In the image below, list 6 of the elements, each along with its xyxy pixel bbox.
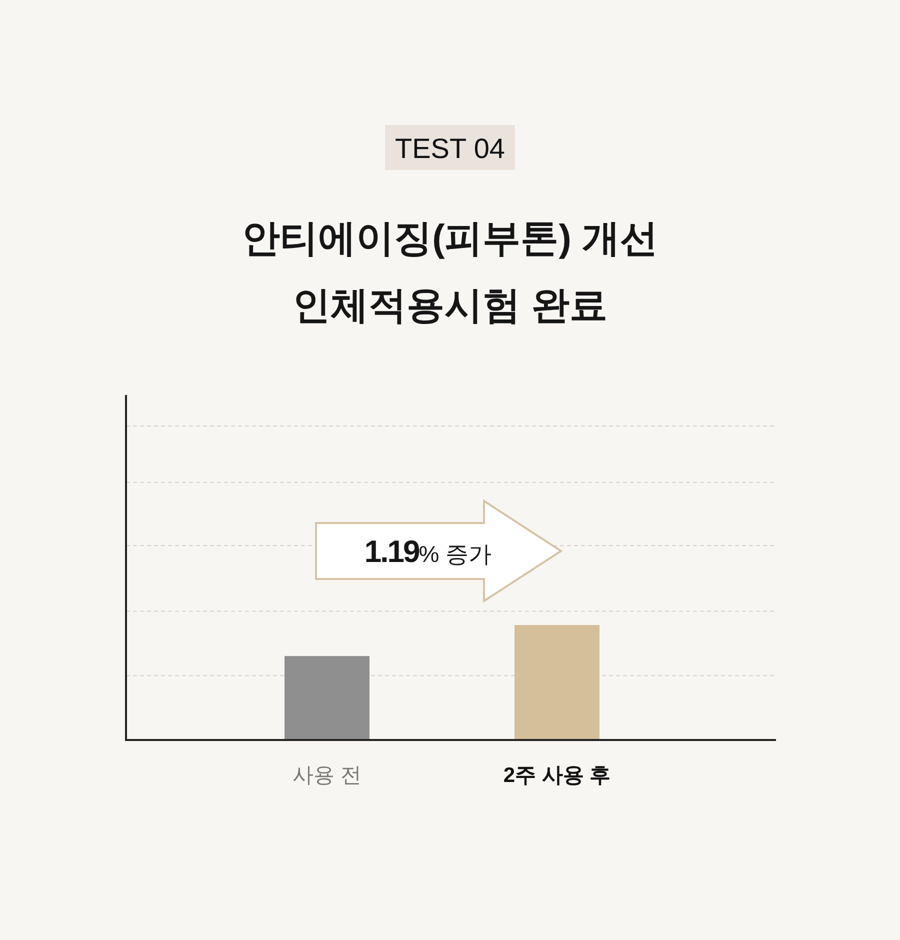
text: 1.19% 증가 (364, 534, 492, 569)
chart-subtitle: TEST 04 (395, 133, 505, 164)
x-tick-label: 2주 사용 후 (503, 764, 611, 787)
subtitle: TEST 04 (385, 125, 515, 170)
chart-title: 안티에이징(피부톤) 개선 인체적용시험 완료 (242, 218, 658, 327)
x-tick-label: 사용 전 (292, 764, 362, 787)
